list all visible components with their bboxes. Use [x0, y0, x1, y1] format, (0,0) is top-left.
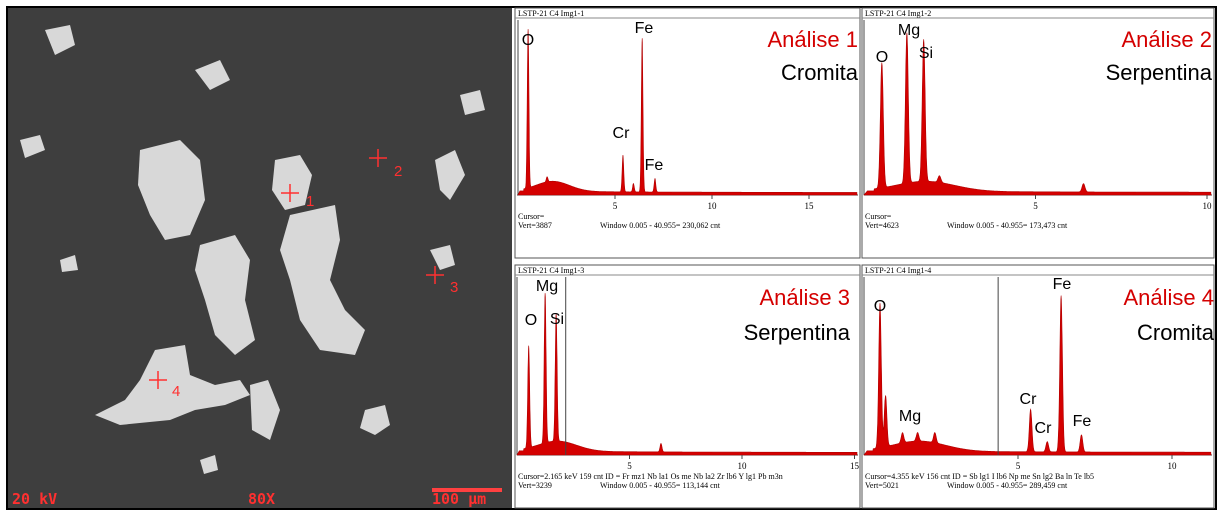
- cursor-readout: Cursor=4.355 keV 156 cnt ID = Sb lg1 I l…: [865, 472, 1094, 481]
- sem-marker-label: 1: [306, 193, 314, 210]
- tick-label: 15: [805, 201, 815, 211]
- peak-label: O: [522, 32, 534, 49]
- vert-readout: Vert=4623: [865, 221, 899, 230]
- vert-readout: Vert=3887: [518, 221, 552, 230]
- panel-header: LSTP-21 C4 Img1-2: [865, 9, 931, 18]
- panel-header: LSTP-21 C4 Img1-1: [518, 9, 584, 18]
- panel-header: LSTP-21 C4 Img1-4: [865, 266, 931, 275]
- window-readout: Window 0.005 - 40.955= 173,473 cnt: [947, 221, 1068, 230]
- peak-label: Mg: [899, 408, 921, 425]
- tick-label: 10: [1168, 461, 1178, 471]
- analysis-title: Análise 2: [1121, 27, 1212, 52]
- analysis-title: Análise 1: [767, 27, 858, 52]
- spectrum-panel: LSTP-21 C4 Img1-3 5 10 15 Mg O Si Análise 3 Serp…: [515, 265, 860, 508]
- sem-footer-label: 20 kV: [12, 490, 57, 508]
- tick-label: 10: [1203, 201, 1213, 211]
- peak-label: Si: [919, 45, 933, 62]
- window-readout: Window 0.005 - 40.955= 113,144 cnt: [600, 481, 721, 490]
- cursor-readout: Cursor=: [865, 212, 892, 221]
- peak-label: Fe: [1053, 276, 1072, 293]
- cursor-readout: Cursor=2.165 keV 159 cnt ID = Fr mz1 Nb …: [518, 472, 783, 481]
- peak-label: Mg: [898, 22, 920, 39]
- peak-label: O: [876, 49, 888, 66]
- spectra: LSTP-21 C4 Img1-1 5 10 15 O Fe Cr Fe Análise 1 Cr…: [515, 8, 1215, 508]
- analysis-title: Análise 3: [759, 285, 850, 310]
- tick-label: 5: [627, 461, 632, 471]
- peak-label: O: [525, 312, 537, 329]
- window-readout: Window 0.005 - 40.955= 289,459 cnt: [947, 481, 1068, 490]
- figure: 1 2 3 4 20 kV 80X 100 µm LSTP-21 C4 Img1-1 5 10 1…: [0, 0, 1221, 510]
- panel-header: LSTP-21 C4 Img1-3: [518, 266, 584, 275]
- sem-marker-label: 3: [450, 279, 458, 296]
- peak-label: Cr: [1035, 420, 1053, 437]
- tick-label: 10: [708, 201, 718, 211]
- sem-image: 1 2 3 4 20 kV 80X 100 µm: [8, 8, 512, 508]
- vert-readout: Vert=3239: [518, 481, 552, 490]
- vert-readout: Vert=5021: [865, 481, 899, 490]
- peak-label: Fe: [645, 157, 664, 174]
- mineral-name: Cromita: [1137, 320, 1215, 345]
- spectrum-panel: LSTP-21 C4 Img1-2 5 10 O Mg Si Análise 2 Serpen…: [862, 8, 1214, 258]
- mineral-name: Cromita: [781, 60, 859, 85]
- peak-label: Cr: [1020, 391, 1038, 408]
- tick-label: 10: [738, 461, 748, 471]
- cursor-readout: Cursor=: [518, 212, 545, 221]
- tick-label: 5: [1033, 201, 1038, 211]
- sem-footer-label: 100 µm: [432, 490, 486, 508]
- sem-footer-label: 80X: [248, 490, 275, 508]
- sem-marker-label: 2: [394, 163, 402, 180]
- window-readout: Window 0.005 - 40.955= 230,062 cnt: [600, 221, 721, 230]
- peak-label: Fe: [1073, 413, 1092, 430]
- spectrum-panel: LSTP-21 C4 Img1-1 5 10 15 O Fe Cr Fe Análise 1 Cr…: [515, 8, 860, 258]
- mineral-name: Serpentina: [1106, 60, 1213, 85]
- spectrum-panel: LSTP-21 C4 Img1-4 5 10 O Fe Mg Cr Cr Fe Análise 4…: [862, 265, 1215, 508]
- peak-label: Fe: [635, 20, 654, 37]
- peak-label: Cr: [613, 125, 631, 142]
- peak-label: Mg: [536, 278, 558, 295]
- peak-label: Si: [550, 311, 564, 328]
- analysis-title: Análise 4: [1123, 285, 1214, 310]
- tick-label: 5: [1016, 461, 1021, 471]
- peak-label: O: [874, 298, 886, 315]
- mineral-name: Serpentina: [744, 320, 851, 345]
- sem-marker-label: 4: [172, 383, 180, 400]
- tick-label: 5: [613, 201, 618, 211]
- tick-label: 15: [850, 461, 860, 471]
